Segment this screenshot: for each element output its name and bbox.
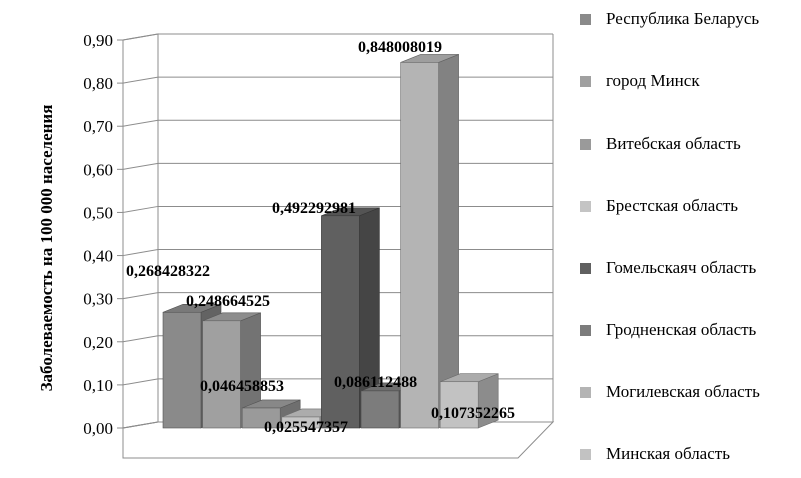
legend-label: Могилевская область	[606, 382, 760, 401]
data-label: 0,248664525	[186, 293, 270, 310]
legend-label: Витебская область	[606, 134, 741, 153]
data-label: 0,107352265	[431, 405, 515, 422]
gridline	[122, 33, 553, 41]
bar-front	[439, 381, 479, 429]
bar	[400, 53, 459, 429]
legend-swatch	[580, 14, 591, 25]
side-wall	[122, 33, 159, 429]
bars	[162, 53, 499, 429]
legend-label: Минская область	[606, 444, 730, 463]
chart-legend: Республика Беларусь город Минск Витебская …	[578, 0, 800, 478]
data-label: 0,848008019	[358, 39, 442, 56]
legend-label: город Минск	[606, 71, 700, 90]
legend-swatch	[580, 449, 591, 460]
data-label: 0,086112488	[334, 374, 417, 391]
y-tick-label: 0,70	[83, 117, 113, 136]
y-axis-label: Заболеваемость на 100 000 населения	[37, 105, 56, 392]
y-tick-label: 0,80	[83, 74, 113, 93]
gridline	[122, 76, 553, 84]
y-tick-label: 0,00	[83, 419, 113, 438]
y-tick-label: 0,20	[83, 333, 113, 352]
y-axis-ticks: 0,00 0,10 0,20 0,30 0,40 0,50 0,60 0,70 0,80 0,90	[83, 31, 113, 438]
y-tick-label: 0,10	[83, 376, 113, 395]
y-tick-label: 0,90	[83, 31, 113, 50]
bar-side	[438, 53, 459, 429]
data-label: 0,025547357	[264, 419, 348, 436]
data-label: 0,268428322	[126, 263, 210, 280]
data-label: 0,492292981	[272, 200, 356, 217]
gridline	[122, 119, 553, 127]
bar	[202, 312, 261, 429]
bar-front	[281, 416, 321, 429]
legend-swatch	[580, 325, 591, 336]
data-label: 0,046458853	[200, 378, 284, 395]
bar-front	[321, 215, 360, 429]
bar-front	[241, 407, 281, 429]
legend-label: Республика Беларусь	[606, 9, 760, 28]
legend-swatch	[580, 263, 591, 274]
bar-front	[162, 311, 202, 429]
y-tick-label: 0,60	[83, 160, 113, 179]
bar-front	[202, 320, 241, 429]
gridline	[122, 162, 553, 170]
y-tick-label: 0,50	[83, 203, 113, 222]
legend-label: Брестская область	[606, 196, 739, 215]
bar	[321, 207, 380, 429]
legend-swatch	[580, 76, 591, 87]
bar-front	[400, 62, 439, 429]
y-tick-label: 0,40	[83, 247, 113, 266]
y-tick-label: 0,30	[83, 290, 113, 309]
legend-swatch	[580, 387, 591, 398]
legend-label: Гомельскаяч область	[606, 258, 757, 277]
bar	[439, 373, 499, 429]
legend-label: Гродненская область	[606, 320, 757, 339]
bar-front	[360, 390, 400, 429]
legend-swatch	[580, 139, 591, 150]
data-labels: 0,268428322 0,248664525 0,046458853 0,02554…	[126, 39, 515, 436]
legend-swatch	[580, 201, 591, 212]
